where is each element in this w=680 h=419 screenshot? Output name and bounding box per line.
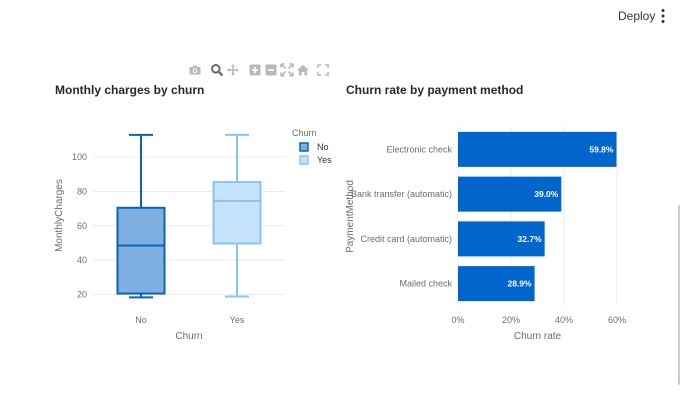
zoom-in-icon[interactable]	[248, 63, 262, 77]
fullscreen-icon[interactable]	[316, 63, 330, 77]
legend-swatch-yes	[299, 155, 309, 165]
bar	[458, 221, 545, 257]
y-tick-label: 20	[77, 289, 87, 299]
x-axis-title: Churn rate	[514, 331, 562, 342]
y-tick-label: 100	[72, 152, 87, 162]
x-tick-label: 20%	[502, 315, 520, 325]
x-tick-label: Yes	[230, 315, 245, 325]
bar-value-label: 59.8%	[589, 144, 614, 154]
bar	[458, 266, 535, 302]
y-tick-label: 80	[77, 186, 87, 196]
y-tick-label: Credit card (automatic)	[360, 234, 452, 244]
box-iqr	[212, 181, 262, 245]
home-icon[interactable]	[296, 63, 310, 77]
y-tick-label: Electronic check	[386, 144, 452, 154]
legend-label-no: No	[317, 142, 329, 152]
x-tick-label: 40%	[555, 315, 573, 325]
x-axis-title: Churn	[175, 331, 202, 342]
box-trace-yes	[212, 133, 262, 298]
legend-title: Churn	[292, 128, 317, 138]
x-tick-label: No	[135, 315, 147, 325]
zoom-icon[interactable]	[210, 63, 224, 77]
x-tick-label: 0%	[451, 315, 464, 325]
y-tick-label: Bank transfer (automatic)	[351, 189, 452, 199]
box-trace-no	[116, 133, 166, 299]
y-tick-label: 60	[77, 221, 87, 231]
y-axis-title: PaymentMethod	[345, 180, 356, 253]
box-iqr	[116, 206, 166, 295]
bar	[458, 131, 617, 167]
bar-value-label: 28.9%	[507, 279, 532, 289]
autoscale-icon[interactable]	[280, 63, 294, 77]
y-tick-label: 40	[77, 255, 87, 265]
bar-value-label: 39.0%	[534, 189, 559, 199]
bar	[458, 176, 562, 212]
kebab-menu-icon[interactable]	[655, 7, 671, 25]
box-chart-title: Monthly charges by churn	[55, 83, 205, 97]
y-axis-title: MonthlyCharges	[54, 179, 65, 252]
y-tick-label: Mailed check	[399, 279, 452, 289]
zoom-out-icon[interactable]	[264, 63, 278, 77]
plot-modebar	[188, 63, 330, 77]
bar-chart-title: Churn rate by payment method	[346, 83, 524, 97]
legend-swatch-no	[299, 142, 309, 152]
bar-value-label: 32.7%	[518, 234, 543, 244]
legend-label-yes: Yes	[317, 155, 332, 165]
camera-icon[interactable]	[188, 63, 202, 77]
box-chart: 20 40 60 80 100 No Yes Churn MonthlyCharges Churn…	[54, 128, 332, 342]
page-scrollbar[interactable]	[678, 205, 680, 385]
x-tick-label: 60%	[608, 315, 626, 325]
deploy-button[interactable]: Deploy	[618, 9, 656, 23]
pan-icon[interactable]	[226, 63, 240, 77]
